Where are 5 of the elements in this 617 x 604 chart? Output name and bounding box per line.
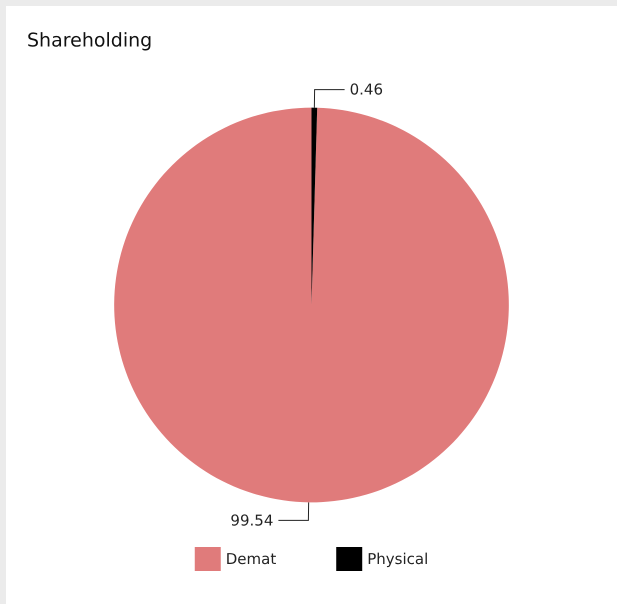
legend-label: Demat — [226, 550, 276, 568]
data-label: 99.54 — [230, 511, 274, 530]
data-label: 0.46 — [350, 80, 384, 99]
chart-title: Shareholding — [27, 30, 152, 52]
legend-label: Physical — [367, 550, 428, 568]
